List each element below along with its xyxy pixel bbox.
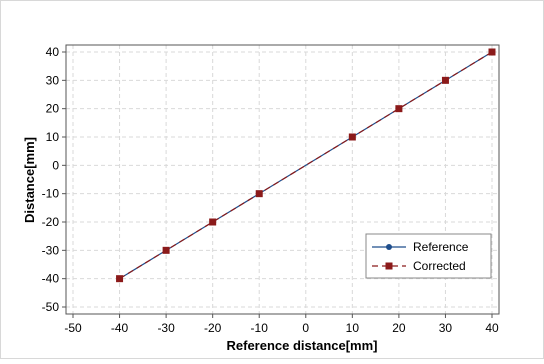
y-tick-label: -40 — [42, 272, 60, 286]
legend-entry: Reference — [372, 240, 469, 254]
legend: Reference Corrected — [365, 233, 492, 279]
y-tick-label: -30 — [42, 243, 60, 257]
y-tick-label: -50 — [42, 300, 60, 314]
x-axis-ticks: -50 -40 -30 -20 -10 0 10 20 30 40 — [64, 314, 499, 335]
series — [116, 48, 496, 283]
x-tick-label: 40 — [485, 321, 499, 335]
data-point — [395, 105, 403, 113]
x-tick-label: -40 — [111, 321, 129, 335]
legend-label: Corrected — [413, 259, 466, 273]
data-point — [162, 246, 170, 254]
y-tick-label: 30 — [46, 73, 60, 87]
series-line-corrected — [119, 51, 493, 280]
legend-marker — [386, 244, 392, 250]
grid — [66, 45, 499, 314]
data-point — [209, 218, 217, 226]
y-tick-label: 0 — [52, 158, 59, 172]
x-tick-label: 10 — [346, 321, 360, 335]
x-tick-label: -50 — [64, 321, 82, 335]
x-tick-label: 30 — [439, 321, 453, 335]
y-tick-label: 20 — [46, 102, 60, 116]
legend-entry: Corrected — [372, 259, 466, 273]
x-tick-label: 20 — [392, 321, 406, 335]
data-point — [255, 190, 263, 198]
x-tick-label: 0 — [302, 321, 309, 335]
y-tick-label: 40 — [46, 45, 60, 59]
legend-marker — [385, 262, 393, 270]
data-point — [488, 48, 496, 56]
data-point — [441, 76, 449, 84]
legend-box — [365, 233, 492, 279]
y-tick-label: 10 — [46, 130, 60, 144]
x-axis-label: Reference distance[mm] — [227, 338, 378, 353]
x-tick-label: -30 — [157, 321, 175, 335]
y-tick-label: -10 — [42, 187, 60, 201]
y-axis-ticks: -50 -40 -30 -20 -10 0 10 20 30 40 — [42, 45, 66, 314]
x-tick-label: -10 — [251, 321, 269, 335]
y-tick-label: -20 — [42, 215, 60, 229]
data-point — [116, 275, 124, 283]
y-axis-label: Distance[mm] — [22, 137, 37, 223]
series-corrected — [116, 48, 496, 283]
x-tick-label: -20 — [204, 321, 222, 335]
legend-label: Reference — [413, 240, 469, 254]
plot-area-border — [65, 44, 500, 315]
data-point — [348, 133, 356, 141]
